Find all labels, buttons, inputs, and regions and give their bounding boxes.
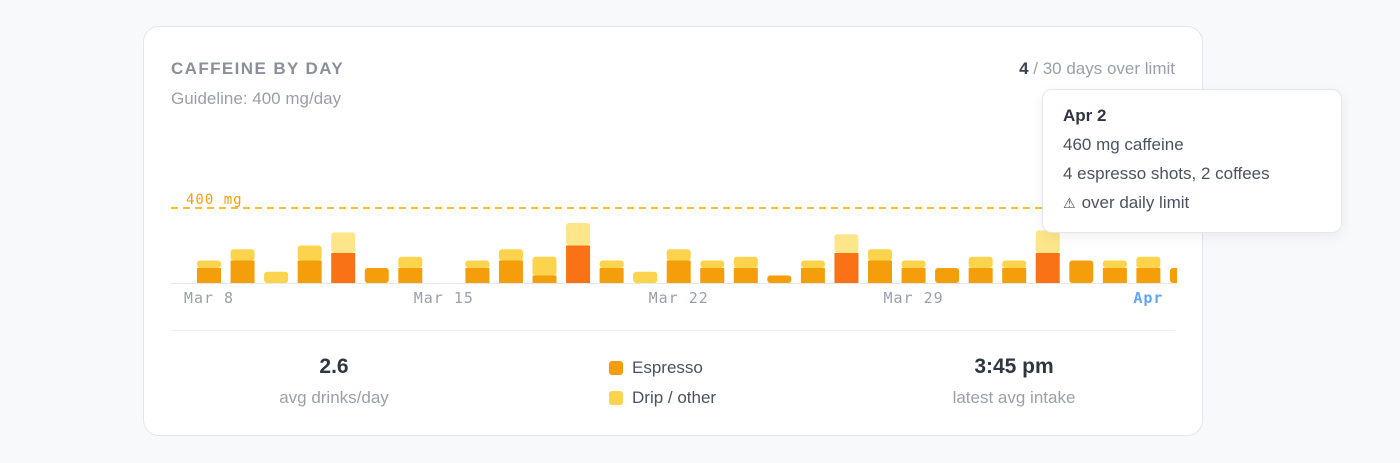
legend-label-espresso: Espresso: [632, 358, 703, 377]
tooltip-detail: 4 espresso shots, 2 coffees: [1063, 164, 1270, 183]
bar-espresso-apr-3: [1069, 260, 1094, 283]
bar-drip-mar-17: [498, 249, 523, 261]
bar-espresso-mar-13: [364, 268, 389, 283]
caffeine-card: CAFFEINE BY DAY Guideline: 400 mg/day 4 …: [143, 26, 1203, 436]
chart-legend: Espresso Drip / other: [609, 353, 716, 413]
bar-drip-mar-26: [800, 260, 825, 268]
bar-espresso-mar-20: [599, 268, 624, 283]
bar-drip-mar-8: [197, 260, 221, 268]
bar-espresso-mar-23: [700, 268, 725, 283]
bar-espresso-mar-18: [532, 275, 557, 283]
legend-label-drip: Drip / other: [632, 388, 717, 407]
bar-espresso-mar-29: [901, 268, 926, 283]
avg-drinks-label: avg drinks/day: [279, 388, 389, 407]
warning-triangle-icon: ⚠: [1063, 195, 1076, 211]
bar-espresso-mar-19: [566, 245, 591, 283]
caffeine-bar-chart: 400 mg Mar 8 Mar 15 Mar 22 Mar 29 Apr: [171, 192, 1177, 307]
bar-drip-mar-10: [264, 271, 289, 283]
latest-intake-label: latest avg intake: [952, 388, 1076, 407]
bar-drip-mar-27: [834, 234, 859, 253]
x-tick-label: Mar 29: [883, 289, 943, 307]
x-tick-label: Mar 8: [184, 289, 234, 307]
tooltip-caffeine: 460 mg caffeine: [1063, 135, 1184, 154]
bar-espresso-apr-5: [1136, 268, 1161, 283]
bar-espresso-apr-4: [1102, 268, 1127, 283]
avg-drinks-value: 2.6: [319, 355, 349, 378]
bar-espresso-apr-2: [1035, 253, 1060, 283]
avg-drinks-stat: 2.6 avg drinks/day: [214, 355, 454, 408]
bar-drip-mar-24: [733, 256, 758, 268]
bar-espresso-mar-8: [197, 268, 221, 283]
bar-drip-mar-29: [901, 260, 926, 268]
latest-intake-value: 3:45 pm: [974, 355, 1054, 378]
bar-espresso-mar-26: [800, 268, 825, 283]
over-limit-summary: 4 / 30 days over limit: [1019, 59, 1175, 79]
bar-espresso-mar-27: [834, 253, 859, 283]
bar-espresso-mar-30: [935, 268, 960, 283]
bar-drip-mar-28: [868, 249, 892, 261]
bar-drip-apr-1: [1002, 260, 1027, 268]
bar-drip-mar-20: [599, 260, 624, 268]
drip-swatch: [609, 391, 623, 405]
limit-label: 400 mg: [186, 192, 243, 208]
legend-item-drip: Drip / other: [609, 383, 716, 413]
bar-espresso-mar-14: [398, 268, 423, 283]
bar-espresso-apr-1: [1002, 268, 1027, 283]
bar-drip-mar-18: [532, 256, 557, 276]
chart-title: CAFFEINE BY DAY: [171, 59, 345, 78]
bar-tooltip: Apr 2 460 mg caffeine 4 espresso shots, …: [1042, 89, 1342, 233]
bar-drip-apr-4: [1102, 260, 1127, 268]
over-limit-count: 4: [1019, 59, 1029, 78]
bar-espresso-mar-25: [767, 275, 792, 283]
tooltip-warning-row: ⚠ over daily limit: [1063, 193, 1321, 213]
guideline-subtitle: Guideline: 400 mg/day: [171, 89, 342, 108]
tooltip-warning: over daily limit: [1081, 193, 1190, 212]
bar-drip-mar-19: [566, 223, 591, 246]
espresso-swatch: [609, 361, 623, 375]
over-limit-text: / 30 days over limit: [1033, 59, 1175, 78]
x-tick-label: Mar 22: [649, 289, 709, 307]
x-tick-label: Apr: [1133, 289, 1163, 307]
bar-espresso-mar-28: [868, 260, 892, 283]
bar-drip-mar-16: [465, 260, 490, 268]
bar-drip-mar-22: [666, 249, 691, 261]
bar-drip-mar-31: [968, 256, 993, 268]
bar-espresso-mar-11: [297, 260, 322, 283]
legend-item-espresso: Espresso: [609, 353, 716, 383]
bar-drip-mar-9: [230, 249, 255, 261]
bar-drip-mar-14: [398, 256, 423, 268]
x-tick-label: Mar 15: [414, 289, 474, 307]
bar-espresso-mar-22: [666, 260, 691, 283]
tooltip-date: Apr 2: [1063, 106, 1107, 125]
latest-intake-stat: 3:45 pm latest avg intake: [894, 355, 1134, 408]
bar-drip-mar-23: [700, 260, 725, 268]
bar-espresso-mar-31: [968, 268, 993, 283]
bar-drip-apr-5: [1136, 256, 1161, 268]
bar-espresso-apr-6: [1169, 268, 1177, 283]
divider: [171, 330, 1175, 331]
bar-drip-apr-2: [1035, 230, 1060, 253]
bar-espresso-mar-9: [230, 260, 255, 283]
bar-drip-mar-21: [633, 271, 658, 283]
bar-drip-mar-11: [297, 245, 322, 261]
bar-espresso-mar-24: [733, 268, 758, 283]
bar-espresso-mar-17: [498, 260, 523, 283]
bar-drip-mar-12: [331, 232, 356, 253]
bar-espresso-mar-12: [331, 253, 356, 283]
bar-espresso-mar-16: [465, 268, 490, 283]
